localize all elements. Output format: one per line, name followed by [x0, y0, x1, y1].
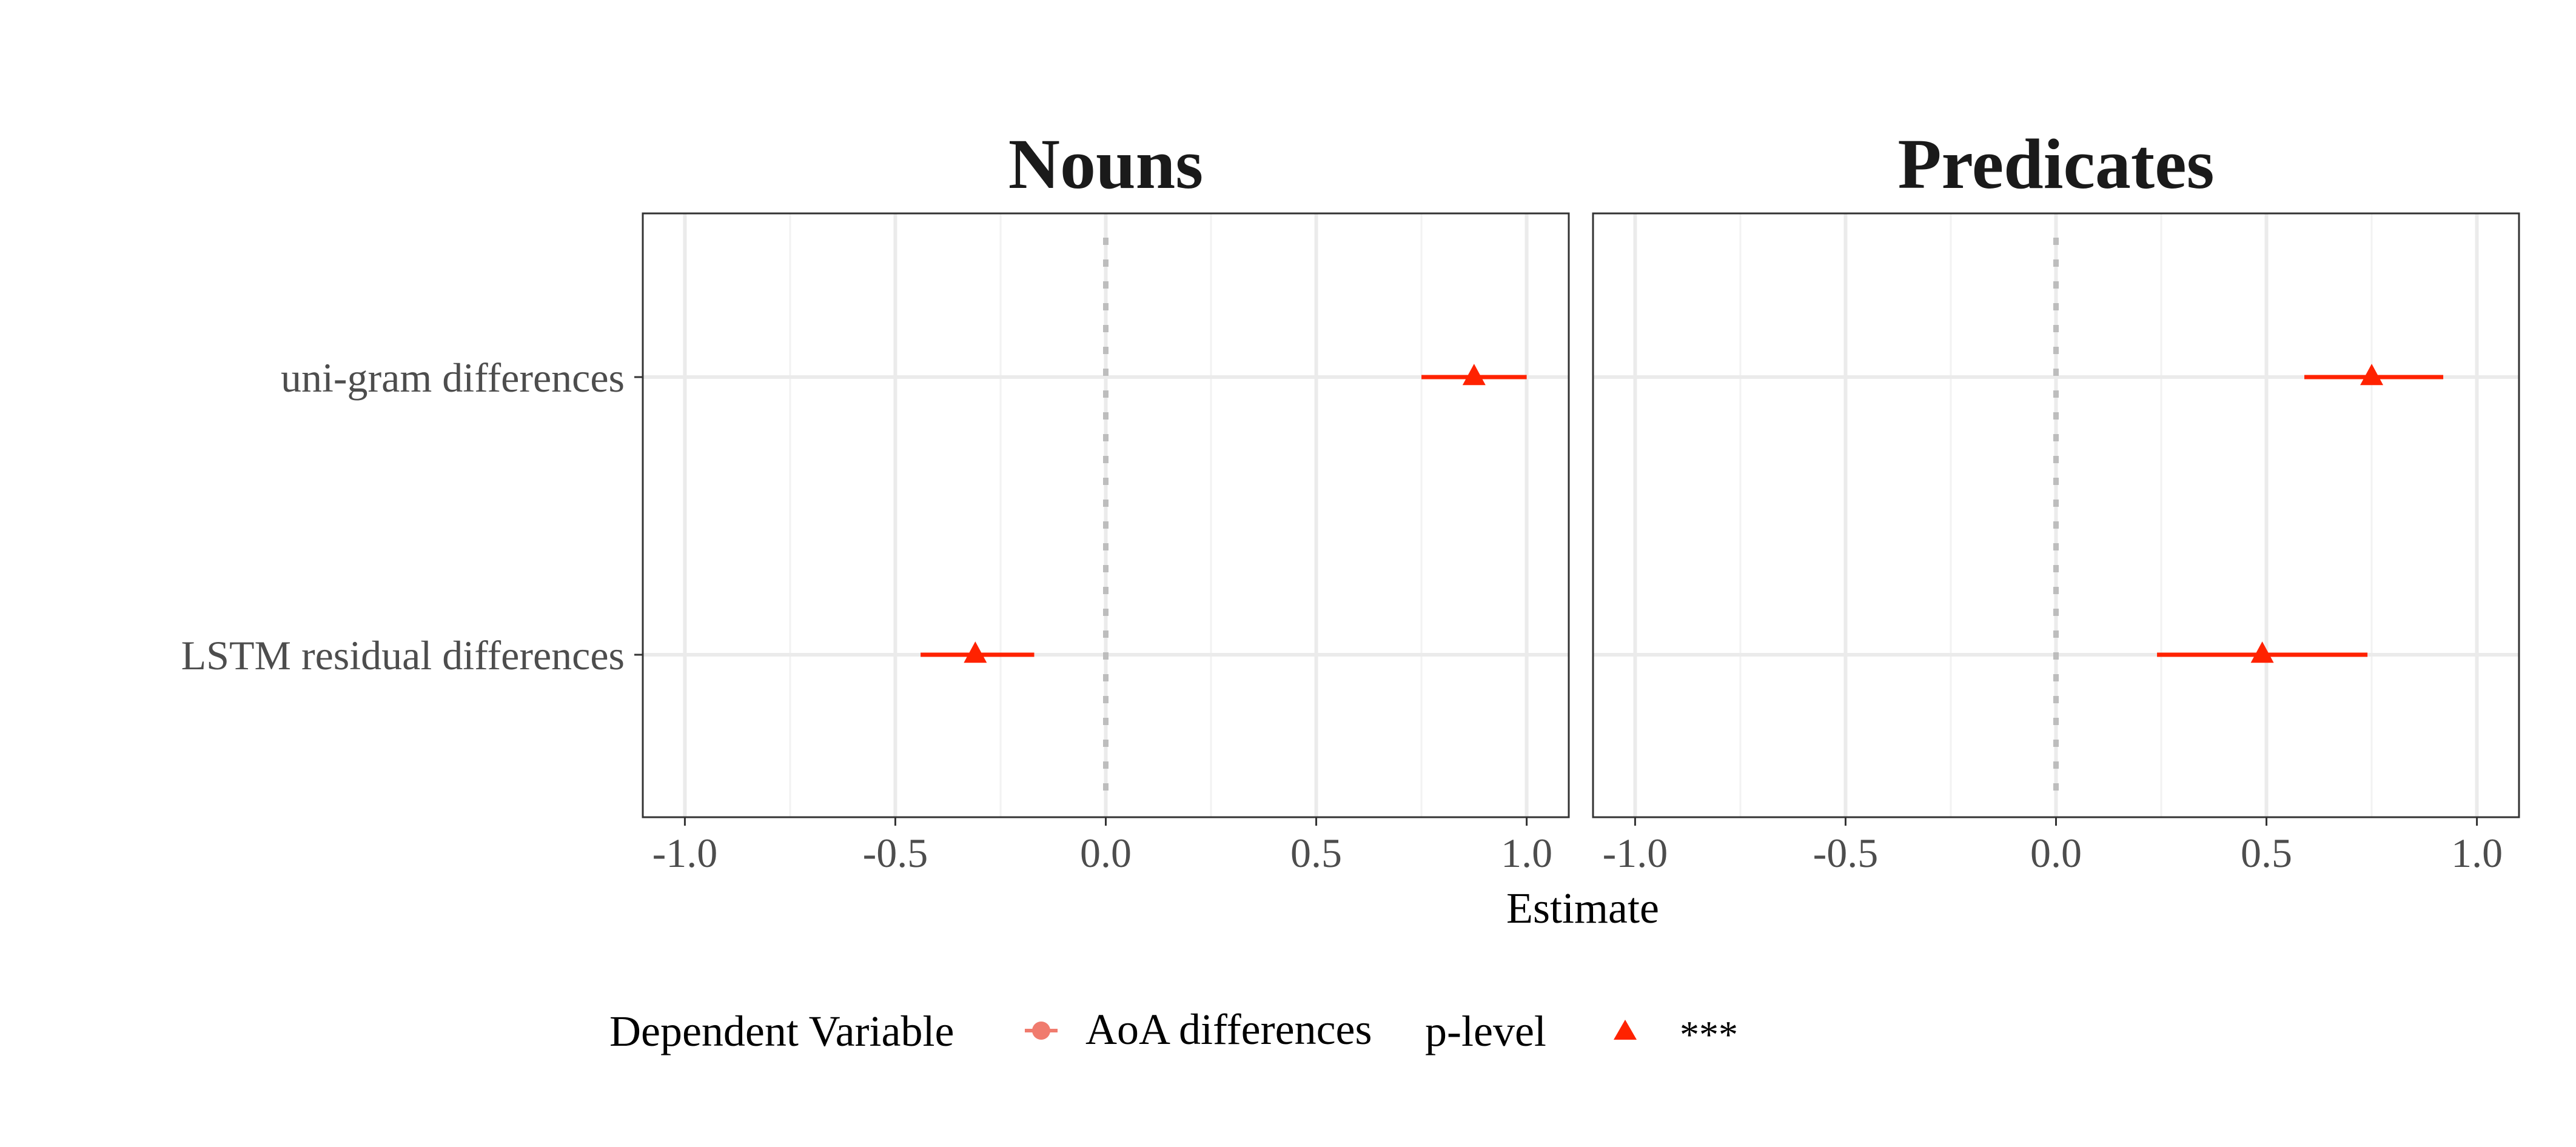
legend: Dependent Variable AoA differences p-lev… [609, 1005, 1738, 1056]
x-axis-title: Estimate [1506, 884, 1659, 932]
point-nouns-uni-gram-differences [1462, 364, 1486, 386]
legend-label-p-level-stars: *** [1680, 1013, 1738, 1056]
legend-label-aoa-differences: AoA differences [1085, 1005, 1372, 1054]
legend-title-dependent-variable: Dependent Variable [609, 1007, 954, 1055]
x-tick-label: 0.0 [1080, 830, 1132, 876]
x-tick-label: -0.5 [863, 830, 928, 876]
x-tick-label: -0.5 [1813, 830, 1879, 876]
facet-title-predicates: Predicates [1897, 124, 2214, 204]
x-tick-label: 0.0 [2030, 830, 2082, 876]
legend-key-circle-aoa [1032, 1022, 1050, 1040]
x-tick-label: -1.0 [1603, 830, 1668, 876]
point-predicates-uni-gram-differences [2360, 364, 2384, 386]
facet-title-nouns: Nouns [1008, 124, 1203, 204]
point-nouns-lstm-residual-differences [964, 641, 987, 663]
x-tick-label: 0.5 [1290, 830, 1342, 876]
y-tick-label-lstm-residual-differences: LSTM residual differences [181, 632, 625, 678]
x-tick-label: 1.0 [2451, 830, 2503, 876]
y-tick-label-uni-gram-differences: uni-gram differences [281, 355, 625, 401]
legend-key-triangle-p-level [1614, 1020, 1637, 1040]
point-predicates-lstm-residual-differences [2250, 641, 2274, 663]
panel-nouns: -1.0 -0.5 0.0 0.5 1.0 Nouns [642, 124, 1570, 876]
x-tick-label: -1.0 [652, 830, 718, 876]
x-tick-label: 1.0 [1501, 830, 1552, 876]
panel-predicates: -1.0 -0.5 0.0 0.5 1.0 Predicates [1592, 124, 2520, 876]
legend-title-p-level: p-level [1425, 1007, 1546, 1055]
x-tick-label: 0.5 [2241, 830, 2292, 876]
